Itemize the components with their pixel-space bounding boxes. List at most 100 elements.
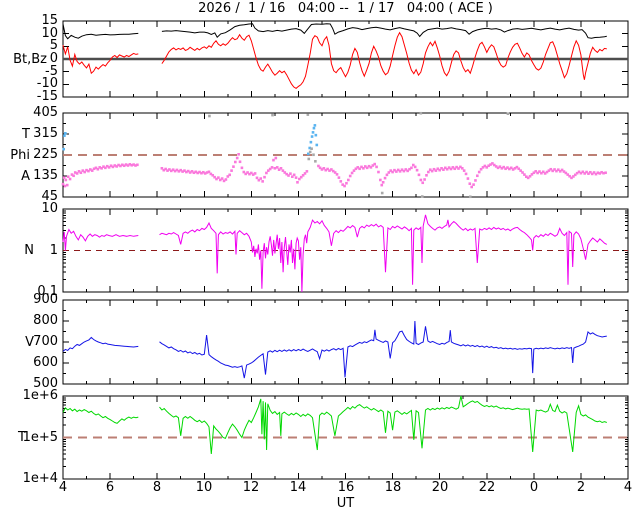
dot-phi-away [592,171,596,174]
dot-phi-away [87,169,90,173]
dot-phi-away [434,169,438,172]
plot-title: 2026 / 1 / 16 04:00 -- 1 / 17 04:00 ( AC… [198,1,493,16]
y-tick-label-imf-bt-bz-5: 5 [49,38,58,53]
dot-phi-away [322,167,326,170]
dot-phi-away [457,167,460,170]
dot-phi-away [181,170,184,173]
dot-phi-away [305,170,309,173]
dot-phi-away [547,169,551,172]
dot-phi-away [562,170,566,173]
dot-phi-away [513,167,517,170]
y-tick-label-imf-phi-sector-315: 315 [33,126,58,141]
dot-phi-away [517,167,521,171]
y-tick-label-proton-temperature-1e+4: 1e+4 [22,471,58,486]
series-Bt [62,23,139,40]
dot-phi-away [277,168,281,171]
dot-phi-away [168,168,171,171]
dot-phi-away [164,167,167,171]
dot-phi-away [460,167,464,170]
dot-phi-away [540,171,543,175]
dot-phi-away [285,172,288,176]
dot-phi-away [128,163,132,166]
dot-phi-away [428,168,432,171]
dot-phi-away [72,174,75,178]
dot-phi-away [265,171,268,175]
y-tick-label-proton-density-0.1: 0.1 [37,284,58,299]
dot-phi-away [572,175,575,178]
y-tick-label-solar-wind-speed-600: 600 [33,355,58,370]
dot-phi-away [598,172,602,175]
dot-phi-away [287,174,290,177]
dot-phi-away [423,178,426,181]
series-Bz [161,31,607,90]
dot-phi-uncertain [308,150,312,154]
dot-phi-away [270,166,274,169]
dot-phi-toward [314,133,318,137]
dot-phi-away [173,169,177,173]
dot-phi-away [266,169,270,172]
dot-phi-away [318,166,322,170]
dot-phi-away [134,164,137,167]
dot-phi-away [381,181,385,184]
dot-phi-away [273,167,277,170]
dot-phi-away [226,175,230,178]
dot-phi-away [566,173,570,176]
dot-phi-away [498,165,502,168]
dot-phi-away [62,176,66,179]
dot-phi-away [328,169,331,172]
dot-phi-away [391,170,394,174]
y-tick-label-proton-density-1: 1 [49,243,58,258]
dot-phi-away [451,166,455,169]
dot-phi-toward [315,143,319,147]
dot-phi-away [534,170,538,173]
dot-phi-uncertain [271,113,274,117]
x-tick-label-4: 4 [623,480,633,495]
dot-phi-away [248,172,251,176]
dot-phi-uncertain [312,153,315,157]
dot-phi-away [500,167,504,170]
dot-phi-away [581,170,585,174]
dot-phi-away [333,171,337,174]
dot-phi-away [395,170,398,173]
dot-phi-toward [64,132,67,135]
dot-phi-away [330,168,333,171]
dot-phi-away [489,163,492,166]
dot-phi-away [447,166,451,169]
dot-phi-away [462,169,466,172]
dot-phi-away [253,172,257,175]
x-tick-label-14: 14 [289,480,307,495]
dot-phi-away [470,185,473,189]
dot-phi-away [96,167,100,171]
dot-phi-away [218,178,222,182]
x-tick-label-10: 10 [195,480,213,495]
dot-phi-away [202,170,205,174]
dot-phi-away [198,170,201,174]
dot-phi-away [220,177,224,180]
dot-phi-away [362,167,365,170]
dot-phi-away [545,170,549,174]
dot-phi-away [235,156,239,160]
dot-phi-away [331,169,335,173]
dot-phi-away [543,172,547,175]
dot-phi-away [440,167,443,170]
dot-phi-away [525,175,528,178]
dot-phi-away [194,170,198,174]
y-axis-label-density: N [24,243,34,258]
dot-phi-away [528,174,532,178]
dot-phi-away [343,184,346,188]
dot-phi-away [453,167,457,171]
dot-phi-away [393,168,396,172]
series-T [62,406,139,424]
x-tick-label-6: 6 [105,480,115,495]
dot-phi-away [162,168,166,172]
dot-phi-away [404,168,408,171]
dot-phi-away [589,170,592,174]
dot-phi-away [171,168,175,171]
dot-phi-uncertain [306,113,310,116]
y-tick-label-imf-phi-sector-225: 225 [33,147,58,162]
y-tick-label-imf-bt-bz-15: 15 [41,13,58,28]
dot-phi-away [177,170,181,173]
dot-phi-away [568,174,571,178]
dot-phi-away [442,168,445,171]
dot-phi-away [111,165,115,169]
